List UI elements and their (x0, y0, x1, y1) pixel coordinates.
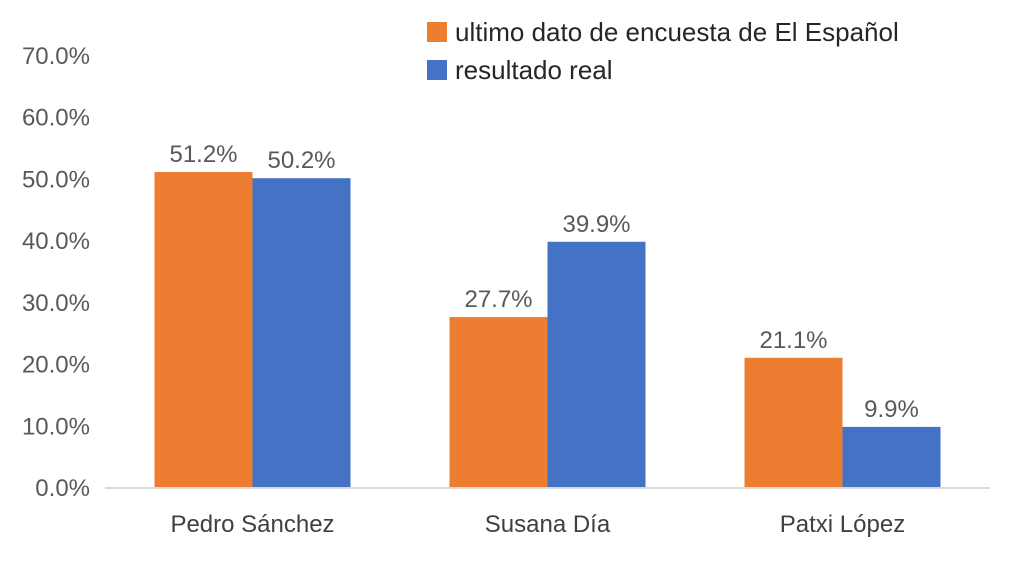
data-label: 9.9% (864, 396, 919, 423)
category-label: Susana Día (485, 511, 611, 538)
y-tick-label: 20.0% (22, 352, 90, 379)
y-tick-label: 10.0% (22, 413, 90, 440)
bar-encuesta-2 (744, 357, 843, 488)
bar-resultado-1 (547, 241, 646, 488)
y-tick-label: 70.0% (22, 43, 90, 70)
category-label: Pedro Sánchez (170, 511, 334, 538)
bar-resultado-0 (252, 178, 351, 489)
y-tick-label: 30.0% (22, 290, 90, 317)
data-label: 21.1% (759, 327, 827, 354)
data-label: 51.2% (169, 141, 237, 168)
legend-swatch (427, 22, 447, 42)
legend-label: ultimo dato de encuesta de El Español (455, 17, 899, 47)
x-axis: Pedro Sánchez Susana Día Patxi López (170, 511, 905, 538)
legend: ultimo dato de encuesta de El Español res… (427, 17, 899, 85)
bars (154, 172, 941, 489)
y-tick-label: 0.0% (35, 475, 90, 502)
data-label: 39.9% (562, 211, 630, 238)
data-label: 50.2% (267, 147, 335, 174)
category-label: Patxi López (780, 511, 905, 538)
y-tick-label: 40.0% (22, 228, 90, 255)
bar-encuesta-0 (154, 172, 253, 488)
data-labels: 51.2% 50.2% 27.7% 39.9% 21.1% 9.9% (169, 141, 918, 423)
y-axis: 0.0% 10.0% 20.0% 30.0% 40.0% 50.0% 60.0% 70.0% (22, 43, 90, 502)
legend-swatch (427, 60, 447, 80)
bar-resultado-2 (842, 426, 941, 488)
y-tick-label: 60.0% (22, 105, 90, 132)
y-tick-label: 50.0% (22, 166, 90, 193)
bar-encuesta-1 (449, 317, 548, 488)
data-label: 27.7% (464, 286, 532, 313)
legend-label: resultado real (455, 55, 613, 85)
